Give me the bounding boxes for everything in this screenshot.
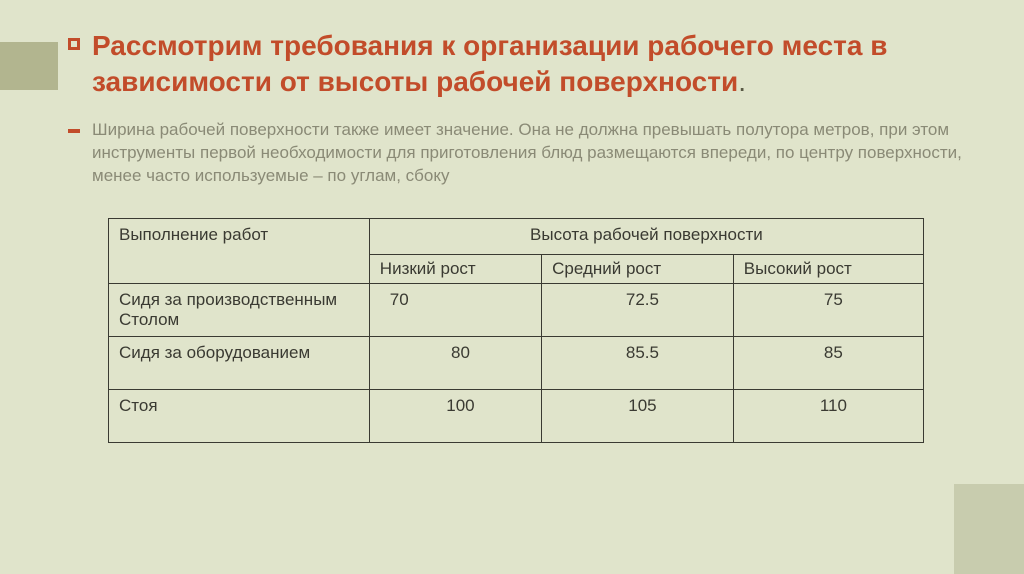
subheader-low: Низкий рост — [369, 254, 541, 283]
cell-value: 100 — [369, 389, 541, 442]
subtitle-bullet-icon — [68, 129, 80, 133]
table-row: Сидя за оборудованием 80 85.5 85 — [109, 336, 924, 389]
row-label: Сидя за оборудованием — [109, 336, 370, 389]
workplace-height-table: Выполнение работ Высота рабочей поверхно… — [108, 218, 924, 443]
row-label: Сидя за производственным Столом — [109, 283, 370, 336]
slide-title: Рассмотрим требования к организации рабо… — [92, 28, 964, 101]
col-header-work: Выполнение работ — [109, 218, 370, 283]
cell-value: 70 — [369, 283, 541, 336]
subheader-mid: Средний рост — [542, 254, 734, 283]
cell-value: 85 — [733, 336, 923, 389]
cell-value: 75 — [733, 283, 923, 336]
data-table-container: Выполнение работ Высота рабочей поверхно… — [108, 218, 924, 443]
title-period: . — [738, 66, 746, 97]
title-bullet-icon — [68, 38, 80, 50]
cell-value: 72.5 — [542, 283, 734, 336]
title-text: Рассмотрим требования к организации рабо… — [92, 30, 887, 97]
cell-value: 110 — [733, 389, 923, 442]
table-row: Стоя 100 105 110 — [109, 389, 924, 442]
slide-subtitle: Ширина рабочей поверхности также имеет з… — [92, 119, 964, 188]
cell-value: 105 — [542, 389, 734, 442]
col-header-height: Высота рабочей поверхности — [369, 218, 923, 254]
cell-value: 80 — [369, 336, 541, 389]
table-header-row: Выполнение работ Высота рабочей поверхно… — [109, 218, 924, 254]
cell-value: 85.5 — [542, 336, 734, 389]
subheader-high: Высокий рост — [733, 254, 923, 283]
table-row: Сидя за производственным Столом 70 72.5 … — [109, 283, 924, 336]
decorative-block-bottom — [954, 484, 1024, 574]
row-label: Стоя — [109, 389, 370, 442]
